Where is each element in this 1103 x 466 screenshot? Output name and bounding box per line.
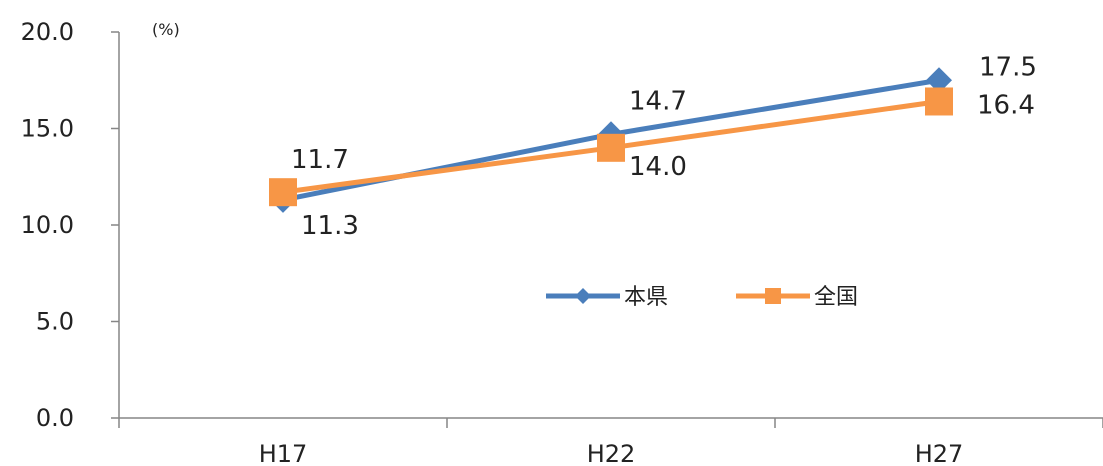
y-tick-label: 0.0 (36, 404, 74, 432)
y-tick-label: 5.0 (36, 308, 74, 336)
x-axis-ticks: H17 H22 H27 (118, 418, 1103, 466)
chart-axes (118, 32, 1103, 419)
data-label: 17.5 (979, 52, 1037, 82)
y-tick-label: 10.0 (21, 211, 74, 239)
data-label: 14.7 (629, 86, 687, 116)
legend-item: 全国 (736, 285, 858, 310)
legend: 本県 全国 (546, 285, 858, 310)
data-point-marker (597, 133, 625, 162)
legend-marker (765, 288, 781, 304)
legend-marker (575, 288, 591, 304)
y-axis-unit-label: (%) (152, 20, 180, 39)
data-point-marker (925, 87, 953, 116)
data-label: 16.4 (977, 90, 1035, 120)
x-tick-label: H27 (915, 440, 964, 466)
series-1 (269, 87, 953, 207)
data-label: 11.7 (291, 145, 349, 175)
x-tick-label: H22 (587, 440, 636, 466)
data-point-marker (269, 178, 297, 207)
data-point-marker (926, 67, 952, 94)
data-labels: 11.3 14.7 17.5 11.7 14.0 16.4 (291, 52, 1037, 241)
legend-label: 本県 (624, 285, 668, 310)
x-tick-label: H17 (259, 440, 308, 466)
legend-label: 全国 (814, 285, 858, 310)
legend-item: 本県 (546, 285, 668, 310)
series-layer (269, 67, 953, 213)
data-label: 14.0 (629, 152, 687, 182)
y-tick-label: 15.0 (21, 115, 74, 143)
data-label: 11.3 (301, 211, 359, 241)
y-tick-label: 20.0 (21, 18, 74, 46)
y-axis-ticks: 0.0 5.0 10.0 15.0 20.0 (21, 18, 119, 432)
